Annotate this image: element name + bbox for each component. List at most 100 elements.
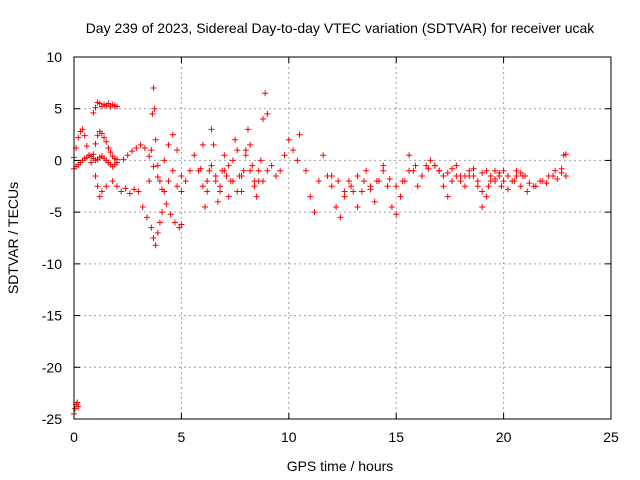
data-point xyxy=(251,183,258,190)
data-point xyxy=(526,180,533,187)
data-point xyxy=(135,188,142,195)
data-point xyxy=(483,167,490,174)
data-point xyxy=(341,188,348,195)
data-point xyxy=(96,193,103,200)
data-point xyxy=(98,130,105,137)
y-tick-labels: 10 5 0 -5 -10 -15 -20 -25 xyxy=(42,49,62,427)
data-point xyxy=(260,116,267,123)
data-point xyxy=(178,188,185,195)
data-point xyxy=(167,211,174,218)
data-point xyxy=(517,183,524,190)
data-point xyxy=(393,183,400,190)
data-point xyxy=(444,169,451,176)
data-point xyxy=(425,165,432,172)
data-point xyxy=(461,172,468,179)
data-point xyxy=(210,141,217,148)
data-point xyxy=(107,149,114,156)
data-point xyxy=(373,178,380,185)
data-point xyxy=(302,167,309,174)
data-point xyxy=(311,209,318,216)
data-point xyxy=(333,203,340,210)
x-tick-label: 25 xyxy=(603,429,619,445)
data-point xyxy=(457,178,464,185)
data-point xyxy=(72,405,79,412)
data-point xyxy=(103,183,110,190)
series-trace-k xyxy=(328,162,432,195)
data-point xyxy=(221,152,228,159)
data-point xyxy=(113,183,120,190)
data-point xyxy=(431,162,438,169)
data-point xyxy=(156,219,163,226)
data-point xyxy=(513,167,520,174)
data-point xyxy=(126,190,133,197)
data-point xyxy=(386,176,393,183)
data-point xyxy=(348,183,355,190)
data-point xyxy=(232,136,239,143)
data-point xyxy=(113,156,120,163)
data-point xyxy=(500,167,507,174)
data-point xyxy=(169,167,176,174)
data-point xyxy=(212,178,219,185)
series-trace-j xyxy=(302,152,400,221)
data-point xyxy=(96,100,103,107)
data-point xyxy=(103,138,110,145)
data-point xyxy=(225,193,232,200)
data-point xyxy=(101,134,108,141)
data-point xyxy=(83,142,90,149)
data-point xyxy=(98,188,105,195)
y-tick-label: -5 xyxy=(50,204,63,220)
data-point xyxy=(122,185,129,192)
data-point xyxy=(290,147,297,154)
data-point xyxy=(208,126,215,133)
data-point xyxy=(171,219,178,226)
data-point xyxy=(163,200,170,207)
x-tick-label: 5 xyxy=(178,429,186,445)
data-point xyxy=(262,90,269,97)
data-point xyxy=(191,152,198,159)
data-point xyxy=(461,183,468,190)
data-point xyxy=(214,198,221,205)
y-tick-label: -10 xyxy=(42,256,62,272)
data-point xyxy=(393,211,400,218)
data-point xyxy=(204,178,211,185)
data-point xyxy=(479,169,486,176)
y-tick-label: 10 xyxy=(46,49,62,65)
data-point xyxy=(406,152,413,159)
data-point xyxy=(244,126,251,133)
data-point xyxy=(487,172,494,179)
data-point xyxy=(152,136,159,143)
data-point xyxy=(350,188,357,195)
data-point xyxy=(354,203,361,210)
data-point xyxy=(234,147,241,154)
data-point xyxy=(363,167,370,174)
data-point xyxy=(105,100,112,107)
data-point xyxy=(337,214,344,221)
data-point xyxy=(212,172,219,179)
data-point xyxy=(255,167,262,174)
data-point xyxy=(498,183,505,190)
data-point xyxy=(240,167,247,174)
data-point xyxy=(277,167,284,174)
data-points xyxy=(71,85,569,417)
data-point xyxy=(225,162,232,169)
data-point xyxy=(150,235,157,241)
data-point xyxy=(554,176,561,183)
data-point xyxy=(94,183,101,190)
data-point xyxy=(345,178,352,185)
x-axis-label: GPS time / hours xyxy=(287,458,394,474)
grid xyxy=(74,57,611,419)
data-point xyxy=(139,203,146,210)
data-point xyxy=(380,167,387,174)
data-point xyxy=(144,214,151,221)
data-point xyxy=(219,167,226,174)
data-point xyxy=(169,131,176,138)
data-point xyxy=(161,188,168,195)
data-point xyxy=(174,183,181,190)
data-point xyxy=(496,169,503,176)
data-point xyxy=(154,229,161,236)
data-point xyxy=(124,152,131,159)
data-point xyxy=(199,141,206,148)
data-point xyxy=(440,172,447,179)
data-point xyxy=(152,242,159,249)
data-point xyxy=(427,157,434,164)
